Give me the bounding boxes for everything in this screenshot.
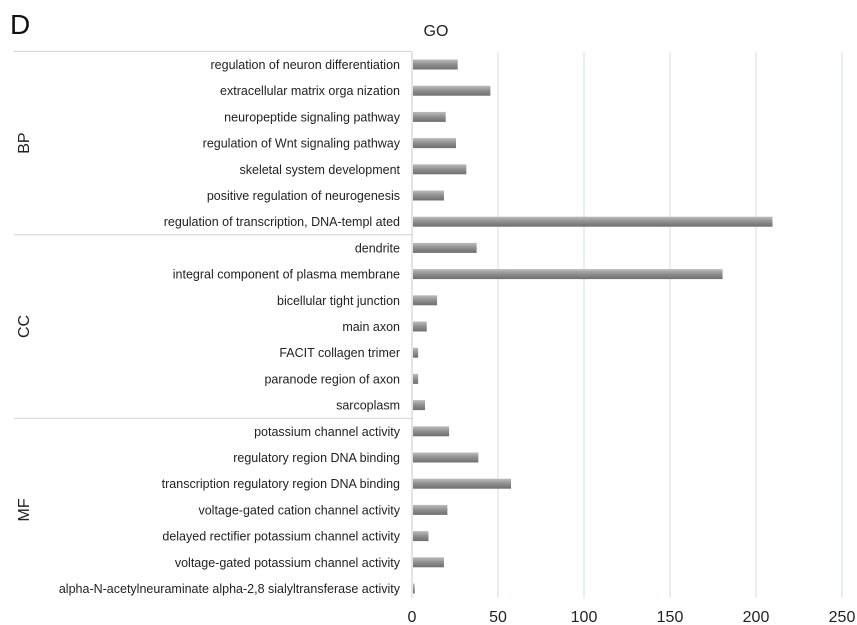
group-label: MF (16, 498, 33, 521)
category-label: dendrite (355, 241, 400, 255)
category-label: transcription regulatory region DNA bind… (162, 477, 400, 491)
x-tick-label: 200 (743, 609, 770, 625)
x-tick-label: 250 (829, 609, 856, 625)
category-label: alpha-N-acetylneuraminate alpha-2,8 sial… (59, 582, 401, 596)
bar (413, 347, 419, 358)
category-label: sarcoplasm (336, 399, 400, 413)
category-label: paranode region of axon (264, 372, 400, 386)
group-labels: BP CC MF (16, 132, 33, 521)
category-label: skeletal system development (240, 163, 401, 177)
category-label: voltage-gated potassium channel activity (175, 556, 401, 570)
bar (413, 531, 429, 542)
category-label: delayed rectifier potassium channel acti… (162, 530, 400, 544)
bar (413, 164, 467, 175)
bar (413, 583, 415, 594)
group-separators (14, 50, 412, 419)
x-tick-label: 50 (489, 609, 507, 625)
category-label: regulation of Wnt signaling pathway (203, 137, 401, 151)
bar (413, 85, 491, 96)
x-tick-label: 150 (657, 609, 684, 625)
category-labels: regulation of neuron differentiation extr… (59, 58, 401, 596)
bar (413, 426, 450, 437)
x-axis-ticks: 0 50 100 150 200 250 (408, 609, 856, 625)
category-label: extracellular matrix orga nization (220, 84, 400, 98)
chart-title: GO (424, 23, 449, 40)
category-label: integral component of plasma membrane (173, 268, 400, 282)
category-label: neuropeptide signaling pathway (224, 110, 401, 124)
category-label: positive regulation of neurogenesis (207, 189, 400, 203)
category-label: potassium channel activity (254, 425, 401, 439)
category-label: regulation of neuron differentiation (211, 58, 401, 72)
bar (413, 59, 458, 70)
bar (413, 190, 444, 201)
category-label: regulation of transcription, DNA-templ a… (164, 215, 400, 229)
category-label: bicellular tight junction (277, 294, 400, 308)
category-label: FACIT collagen trimer (279, 346, 400, 360)
bar (413, 452, 479, 463)
category-label: main axon (342, 320, 400, 334)
bar (413, 295, 438, 306)
bars (413, 59, 773, 594)
bar (413, 138, 456, 149)
group-label: CC (16, 315, 33, 338)
x-tick-label: 100 (571, 609, 598, 625)
bar (413, 400, 426, 411)
gridlines (411, 52, 843, 598)
group-label: BP (16, 132, 33, 153)
bar (413, 373, 419, 384)
bar (413, 269, 723, 280)
bar (413, 557, 444, 568)
category-label: regulatory region DNA binding (233, 451, 400, 465)
bar (413, 321, 427, 332)
bar (413, 111, 446, 122)
x-tick-label: 0 (408, 609, 417, 625)
bar (413, 504, 448, 515)
bar (413, 216, 773, 227)
bar (413, 242, 477, 253)
category-label: voltage-gated cation channel activity (198, 503, 400, 517)
panel-label: D (10, 9, 30, 40)
bar (413, 478, 512, 489)
